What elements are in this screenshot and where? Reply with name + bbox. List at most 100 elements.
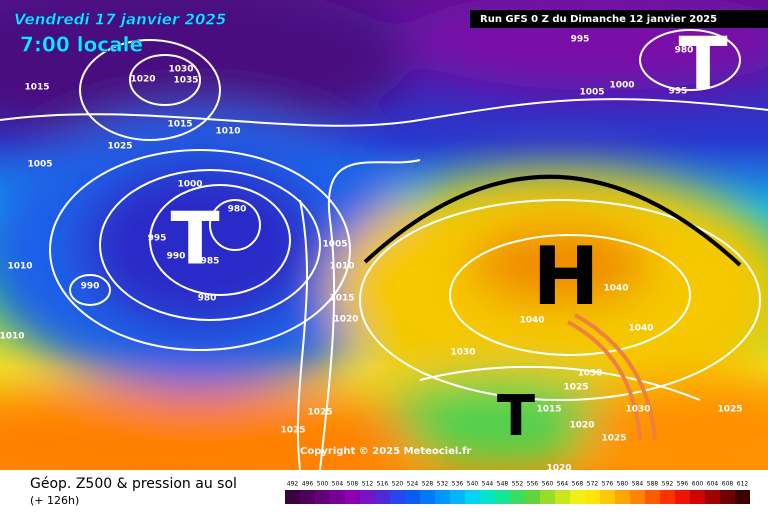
isobar-label: 980 <box>675 46 694 56</box>
isobar-label: 990 <box>167 252 186 262</box>
legend-swatch <box>600 490 615 504</box>
legend-label: 500 <box>317 481 329 488</box>
isobar-label: 990 <box>81 282 100 292</box>
legend-label: 520 <box>392 481 404 488</box>
legend-swatch <box>630 490 645 504</box>
run-box <box>470 10 768 28</box>
isobar-label: 1015 <box>329 294 354 304</box>
valid-date: Vendredi 17 janvier 2025 <box>14 11 226 29</box>
legend-swatch <box>330 490 345 504</box>
isobar-label: 1020 <box>130 75 155 85</box>
isobar-label: 1015 <box>167 120 192 130</box>
legend-label: 612 <box>737 481 749 488</box>
pressure-system: T <box>497 384 535 449</box>
isobar-label: 1010 <box>7 262 32 272</box>
legend-swatch <box>555 490 570 504</box>
isobar-label: 1000 <box>177 180 202 190</box>
legend-label: 548 <box>497 481 509 488</box>
legend-swatch <box>360 490 375 504</box>
isobar-label: 1005 <box>579 88 604 98</box>
map-field <box>0 0 768 470</box>
legend-label: 508 <box>347 481 359 488</box>
legend-swatch <box>615 490 630 504</box>
legend-label: 528 <box>422 481 434 488</box>
isobar-label: 1005 <box>27 160 52 170</box>
legend-swatch <box>420 490 435 504</box>
legend-label: 524 <box>407 481 419 488</box>
legend-swatch <box>315 490 330 504</box>
isobar-label: 1025 <box>717 405 742 415</box>
legend-swatch <box>585 490 600 504</box>
legend-swatch <box>300 490 315 504</box>
isobar-label: 995 <box>669 87 688 97</box>
legend-label: 512 <box>362 481 374 488</box>
copyright: Copyright © 2025 Meteociel.fr <box>300 446 471 457</box>
map-title: Géop. Z500 & pression au sol <box>30 476 237 492</box>
isobar-label: 1025 <box>601 434 626 444</box>
legend-swatch <box>495 490 510 504</box>
legend-swatch <box>465 490 480 504</box>
legend-swatch <box>285 490 300 504</box>
legend-swatch <box>375 490 390 504</box>
legend-label: 604 <box>707 481 719 488</box>
isobar-label: 1010 <box>0 332 25 342</box>
legend-label: 504 <box>332 481 344 488</box>
legend-label: 492 <box>287 481 299 488</box>
legend-swatch <box>345 490 360 504</box>
legend-swatch <box>435 490 450 504</box>
legend-label: 596 <box>677 481 689 488</box>
legend-label: 588 <box>647 481 659 488</box>
isobar-label: 1015 <box>24 83 49 93</box>
legend-label: 576 <box>602 481 614 488</box>
isobar-label: 1025 <box>107 142 132 152</box>
legend-swatch <box>645 490 660 504</box>
isobar-label: 980 <box>198 294 217 304</box>
isobar-label: 1030 <box>168 65 193 75</box>
legend-label: 580 <box>617 481 629 488</box>
legend-swatch <box>735 490 750 504</box>
legend-swatch <box>390 490 405 504</box>
legend-label: 496 <box>302 481 314 488</box>
pressure-system: H <box>533 230 600 323</box>
legend-label: 552 <box>512 481 524 488</box>
legend-swatch <box>480 490 495 504</box>
isobar-label: 1020 <box>569 421 594 431</box>
legend-swatch <box>510 490 525 504</box>
isobar-label: 1040 <box>519 316 544 326</box>
legend-swatch <box>675 490 690 504</box>
legend-swatch <box>705 490 720 504</box>
pressure-system: T <box>170 197 219 281</box>
isobar-label: 1015 <box>536 405 561 415</box>
isobar-label: 1035 <box>173 76 198 86</box>
legend-swatch <box>660 490 675 504</box>
isobar-label: 1030 <box>450 348 475 358</box>
isobar-label: 1010 <box>215 127 240 137</box>
legend-swatch <box>690 490 705 504</box>
lead-time: (+ 126h) <box>30 494 79 507</box>
legend-swatch <box>720 490 735 504</box>
isobar-label: 1030 <box>577 369 602 379</box>
isobar-label: 995 <box>571 35 590 45</box>
legend-label: 608 <box>722 481 734 488</box>
legend-label: 516 <box>377 481 389 488</box>
legend-label: 584 <box>632 481 644 488</box>
legend-label: 544 <box>482 481 494 488</box>
isobars <box>0 29 768 470</box>
legend-label: 568 <box>572 481 584 488</box>
legend-swatch <box>525 490 540 504</box>
isobar-label: 1040 <box>628 324 653 334</box>
legend-label: 600 <box>692 481 704 488</box>
legend-label: 592 <box>662 481 674 488</box>
isobar-label: 1020 <box>546 464 571 474</box>
legend-label: 560 <box>542 481 554 488</box>
isobar-label: 1020 <box>333 315 358 325</box>
isobar-label: 1000 <box>609 81 634 91</box>
ridge-axis <box>363 174 742 267</box>
isobar-label: 1025 <box>280 426 305 436</box>
legend-label: 564 <box>557 481 569 488</box>
legend-label: 532 <box>437 481 449 488</box>
isobar-label: 1040 <box>603 284 628 294</box>
isobar-label: 995 <box>148 234 167 244</box>
